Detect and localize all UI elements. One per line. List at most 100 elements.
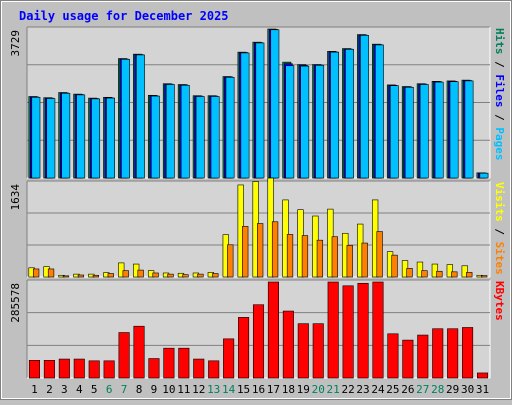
bar-kbytes-day-21 (327, 281, 339, 379)
legend-entry: Files (493, 74, 506, 107)
bar-kbytes-day-16 (252, 304, 265, 379)
bar-sites-day-30 (466, 272, 473, 278)
x-tick-label: 1 (31, 383, 38, 396)
bar-pages-day-31 (479, 172, 489, 179)
bar-kbytes-day-3 (58, 358, 70, 379)
x-axis-labels: 1 2 3 4 5 6 7 8 9 10 11 12 13 14 15 16 17 18 19 20 21 22 23 24 2… (31, 383, 489, 396)
bar-pages-day-7 (121, 59, 130, 179)
bar-sites-day-31 (481, 275, 488, 278)
bar-sites-day-14 (227, 244, 234, 278)
bar-sites-day-7 (122, 270, 129, 278)
panel-legend: KBytes (493, 281, 506, 321)
bar-sites-day-16 (257, 223, 264, 278)
bar-sites-day-17 (271, 221, 279, 278)
x-tick-label: 15 (237, 383, 250, 396)
legend-entry: Visits (493, 182, 506, 222)
bar-kbytes-day-10 (163, 347, 175, 379)
bar-kbytes-day-6 (103, 360, 115, 379)
bar-visits-day-28 (431, 263, 439, 278)
bar-kbytes-day-2 (43, 360, 55, 379)
bar-pages-day-25 (389, 85, 399, 179)
bar-sites-day-5 (92, 274, 99, 278)
bar-pages-day-27 (419, 84, 429, 179)
legend-entry: Pages (493, 127, 506, 160)
bar-kbytes-day-18 (282, 310, 294, 379)
x-tick-label: 30 (461, 383, 474, 396)
bar-sites-day-18 (286, 234, 294, 278)
chart-title: Daily usage for December 2025 (19, 9, 229, 23)
bar-kbytes-day-24 (372, 281, 384, 379)
bar-pages-day-28 (434, 81, 444, 179)
bar-kbytes-day-11 (178, 347, 190, 379)
bar-kbytes-day-4 (73, 358, 85, 379)
bar-pages-day-13 (210, 96, 220, 179)
x-tick-label: 3 (61, 383, 68, 396)
bar-sites-day-3 (62, 275, 70, 278)
x-tick-label: 20 (312, 383, 325, 396)
bar-kbytes-day-31 (477, 372, 489, 379)
x-tick-label: 23 (356, 383, 369, 396)
bar-pages-day-22 (345, 49, 354, 179)
bar-sites-day-24 (376, 231, 383, 278)
bar-kbytes-day-29 (447, 328, 459, 379)
x-tick-label: 21 (327, 383, 340, 396)
x-tick-label: 16 (252, 383, 265, 396)
x-tick-label: 13 (207, 383, 220, 396)
bar-sites-day-11 (182, 274, 189, 278)
chart-panels: 3729 Hits / Files / Pages 1634 Visits / Sit… (9, 26, 506, 379)
bar-pages-day-15 (240, 52, 250, 179)
x-tick-label: 29 (446, 383, 459, 396)
bar-kbytes-day-26 (402, 339, 414, 379)
bar-pages-day-10 (165, 84, 175, 179)
bar-pages-day-16 (255, 42, 265, 179)
bar-sites-day-29 (451, 271, 458, 278)
bar-pages-day-24 (375, 44, 384, 179)
bar-pages-day-23 (360, 35, 369, 179)
bar-pages-day-17 (270, 29, 280, 179)
bar-kbytes-day-27 (417, 334, 429, 379)
bar-pages-day-26 (404, 86, 414, 179)
y-axis-max-label: 1634 (9, 184, 22, 211)
x-tick-label: 12 (192, 383, 205, 396)
bar-sites-day-1 (32, 268, 40, 278)
bar-kbytes-day-28 (432, 328, 444, 379)
bar-sites-day-20 (316, 239, 324, 278)
x-tick-label: 11 (177, 383, 190, 396)
bar-pages-day-18 (285, 65, 295, 179)
bar-pages-day-4 (76, 94, 86, 179)
bar-pages-day-14 (225, 77, 235, 179)
bar-kbytes-day-15 (238, 317, 250, 379)
bar-pages-day-30 (464, 80, 474, 179)
legend-entry: Sites (493, 242, 506, 275)
bar-sites-day-28 (436, 270, 443, 278)
x-tick-label: 27 (416, 383, 429, 396)
legend-entry: / (493, 108, 506, 128)
legend-entry: / (493, 55, 506, 75)
x-tick-label: 18 (282, 383, 295, 396)
bar-kbytes-day-20 (312, 323, 324, 379)
bar-sites-day-23 (361, 242, 368, 278)
x-tick-label: 22 (341, 383, 354, 396)
panel-bottom: 285578 KBytes (9, 279, 506, 379)
bar-kbytes-day-22 (342, 285, 354, 379)
legend-entry: / (493, 222, 506, 242)
bar-sites-day-4 (77, 274, 85, 278)
x-tick-label: 31 (476, 383, 489, 396)
bar-pages-day-1 (31, 96, 41, 179)
x-tick-label: 25 (386, 383, 399, 396)
x-tick-label: 19 (297, 383, 310, 396)
panel-middle: 1634 Visits / Sites (9, 177, 506, 278)
bar-pages-day-9 (150, 95, 160, 179)
x-tick-label: 26 (401, 383, 414, 396)
bar-pages-day-29 (449, 81, 459, 179)
legend-entry: Hits (493, 28, 506, 55)
panel-legend: Hits / Files / Pages (493, 28, 506, 161)
panel-top: 3729 Hits / Files / Pages (9, 26, 506, 179)
bar-sites-day-12 (197, 273, 204, 278)
bar-visits-day-27 (416, 261, 424, 278)
bar-sites-day-21 (331, 236, 338, 278)
bar-kbytes-day-17 (267, 281, 279, 379)
bar-sites-day-2 (47, 268, 55, 278)
